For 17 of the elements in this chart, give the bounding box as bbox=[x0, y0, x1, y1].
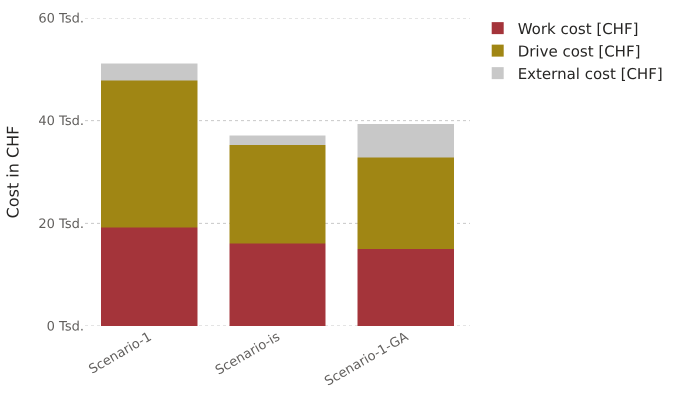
bar bbox=[358, 124, 454, 158]
bar bbox=[229, 243, 326, 326]
legend-label: Work cost [CHF] bbox=[518, 20, 638, 38]
bar bbox=[101, 227, 198, 326]
legend-label: Drive cost [CHF] bbox=[518, 42, 640, 60]
bar bbox=[358, 158, 454, 249]
bar bbox=[101, 64, 198, 81]
y-axis-title: Cost in CHF bbox=[3, 126, 22, 218]
y-tick-label: 20 Tsd. bbox=[38, 216, 84, 232]
y-tick-label: 40 Tsd. bbox=[38, 114, 84, 130]
y-tick-label: 0 Tsd. bbox=[46, 320, 84, 335]
bar bbox=[101, 80, 198, 228]
y-tick-label: 60 Tsd. bbox=[38, 12, 84, 27]
bar bbox=[358, 249, 454, 326]
legend-label: External cost [CHF] bbox=[518, 64, 663, 83]
bar bbox=[229, 136, 326, 145]
bar bbox=[229, 144, 326, 244]
